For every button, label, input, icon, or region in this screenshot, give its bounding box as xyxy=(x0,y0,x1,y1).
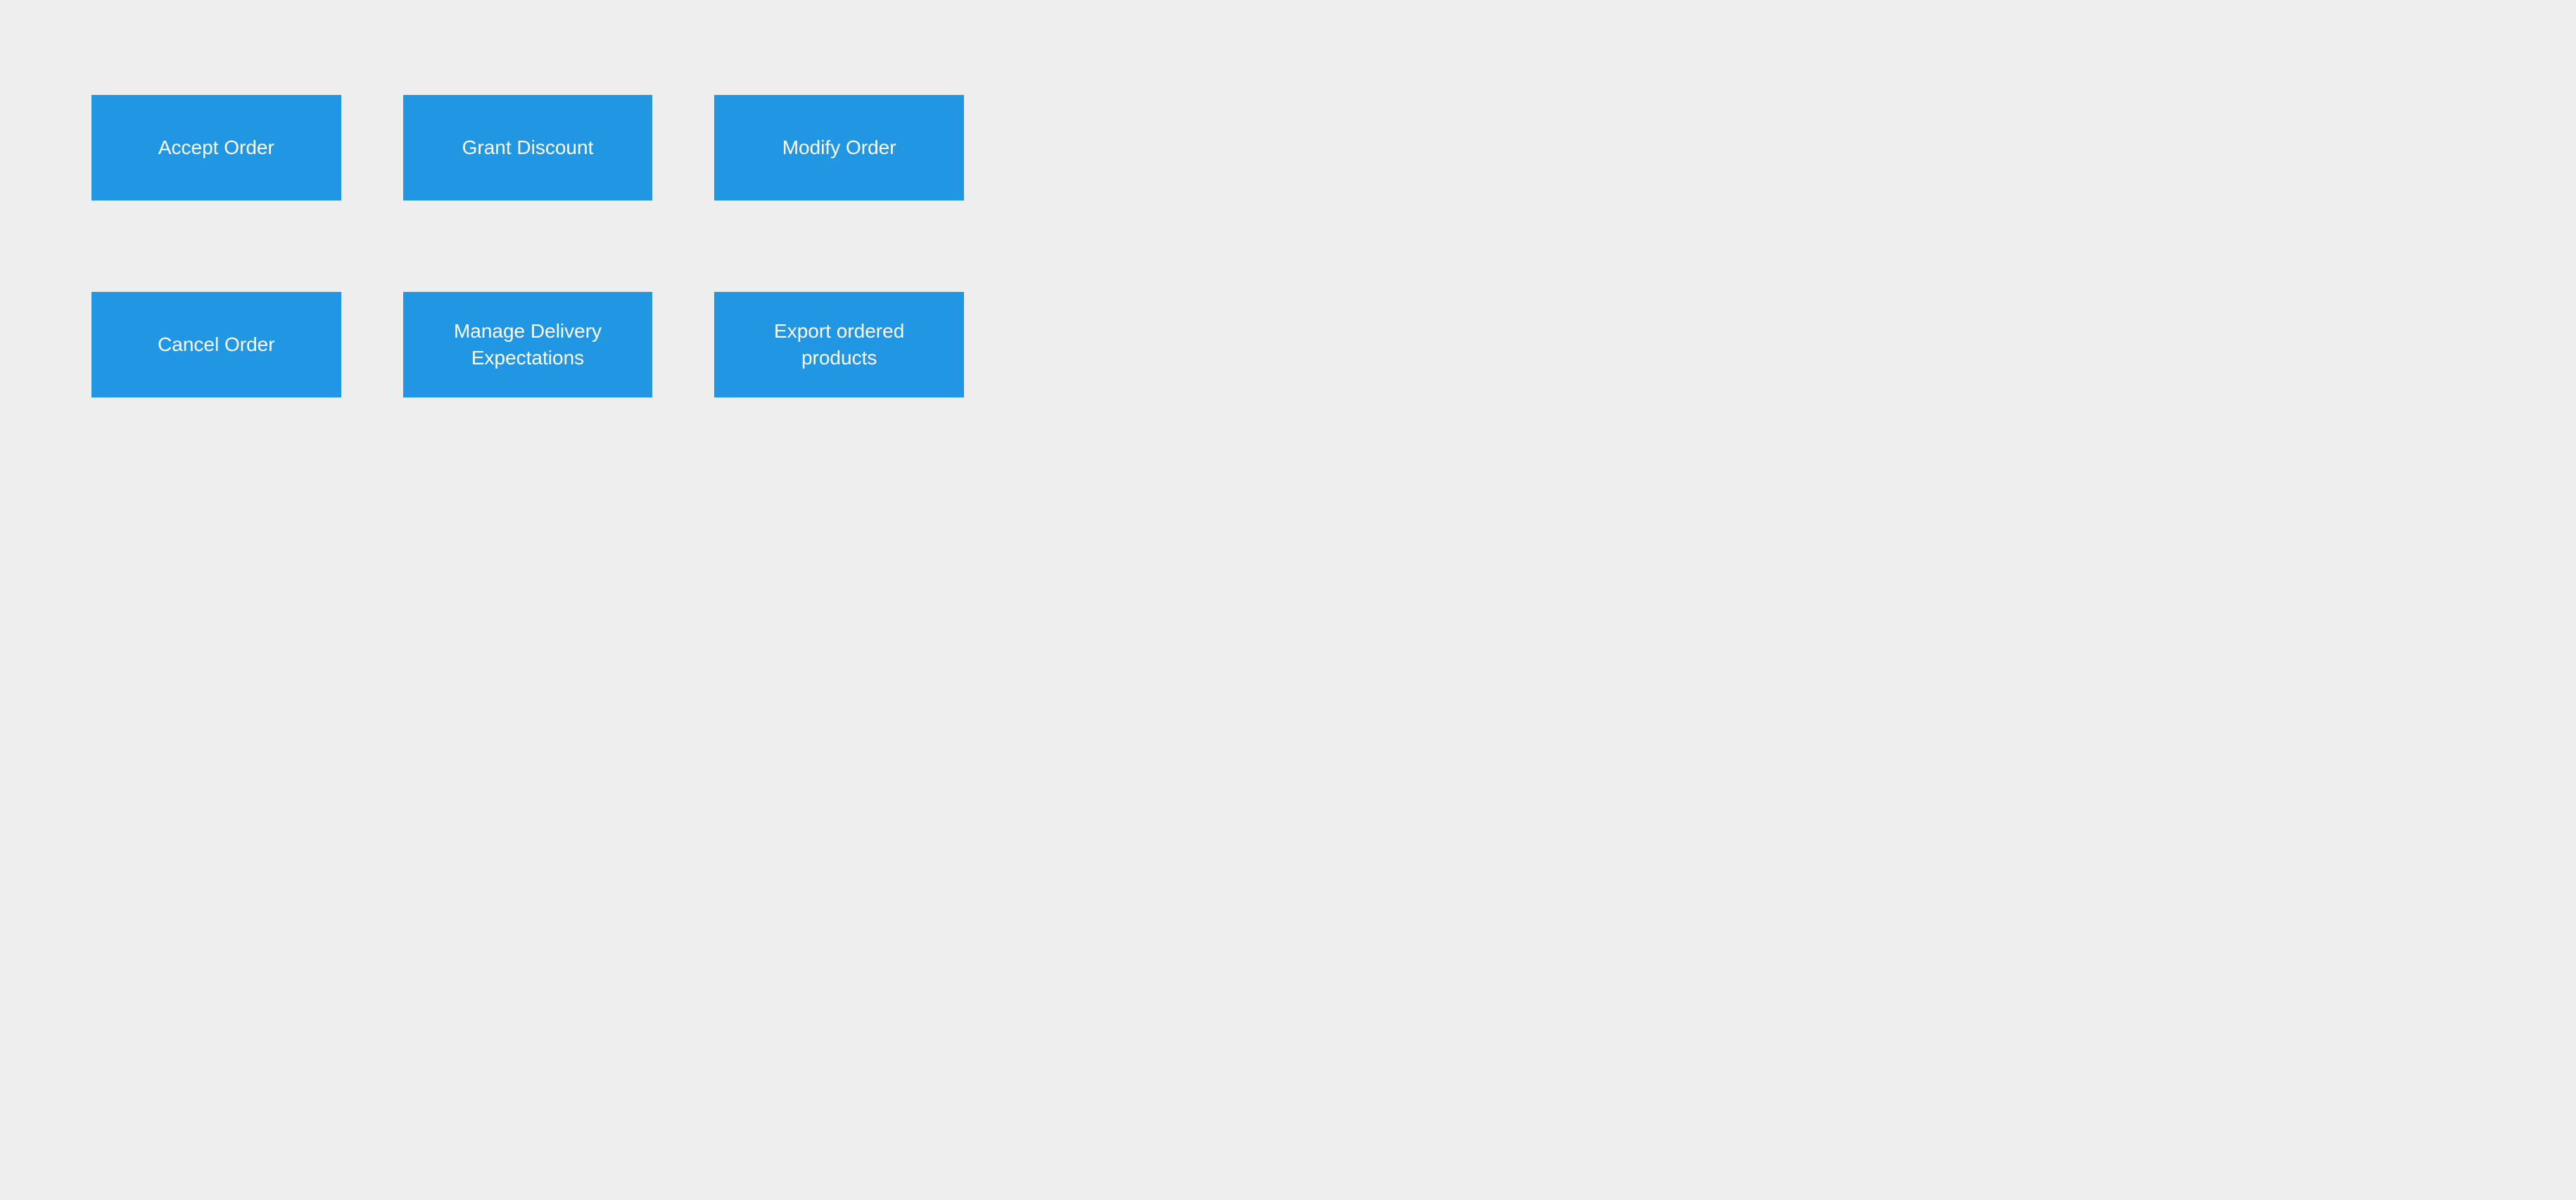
button-label: Accept Order xyxy=(158,134,274,161)
button-label: Modify Order xyxy=(782,134,896,161)
grant-discount-button[interactable]: Grant Discount xyxy=(403,95,653,200)
manage-delivery-expectations-button[interactable]: Manage Delivery Expectations xyxy=(403,292,653,397)
accept-order-button[interactable]: Accept Order xyxy=(91,95,341,200)
modify-order-button[interactable]: Modify Order xyxy=(714,95,964,200)
button-label: Grant Discount xyxy=(462,134,594,161)
button-label: Cancel Order xyxy=(158,331,275,358)
action-button-grid: Accept Order Grant Discount Modify Order… xyxy=(91,95,964,397)
button-label: Manage Delivery Expectations xyxy=(424,318,632,371)
cancel-order-button[interactable]: Cancel Order xyxy=(91,292,341,397)
export-ordered-products-button[interactable]: Export ordered products xyxy=(714,292,964,397)
button-label: Export ordered products xyxy=(735,318,943,371)
